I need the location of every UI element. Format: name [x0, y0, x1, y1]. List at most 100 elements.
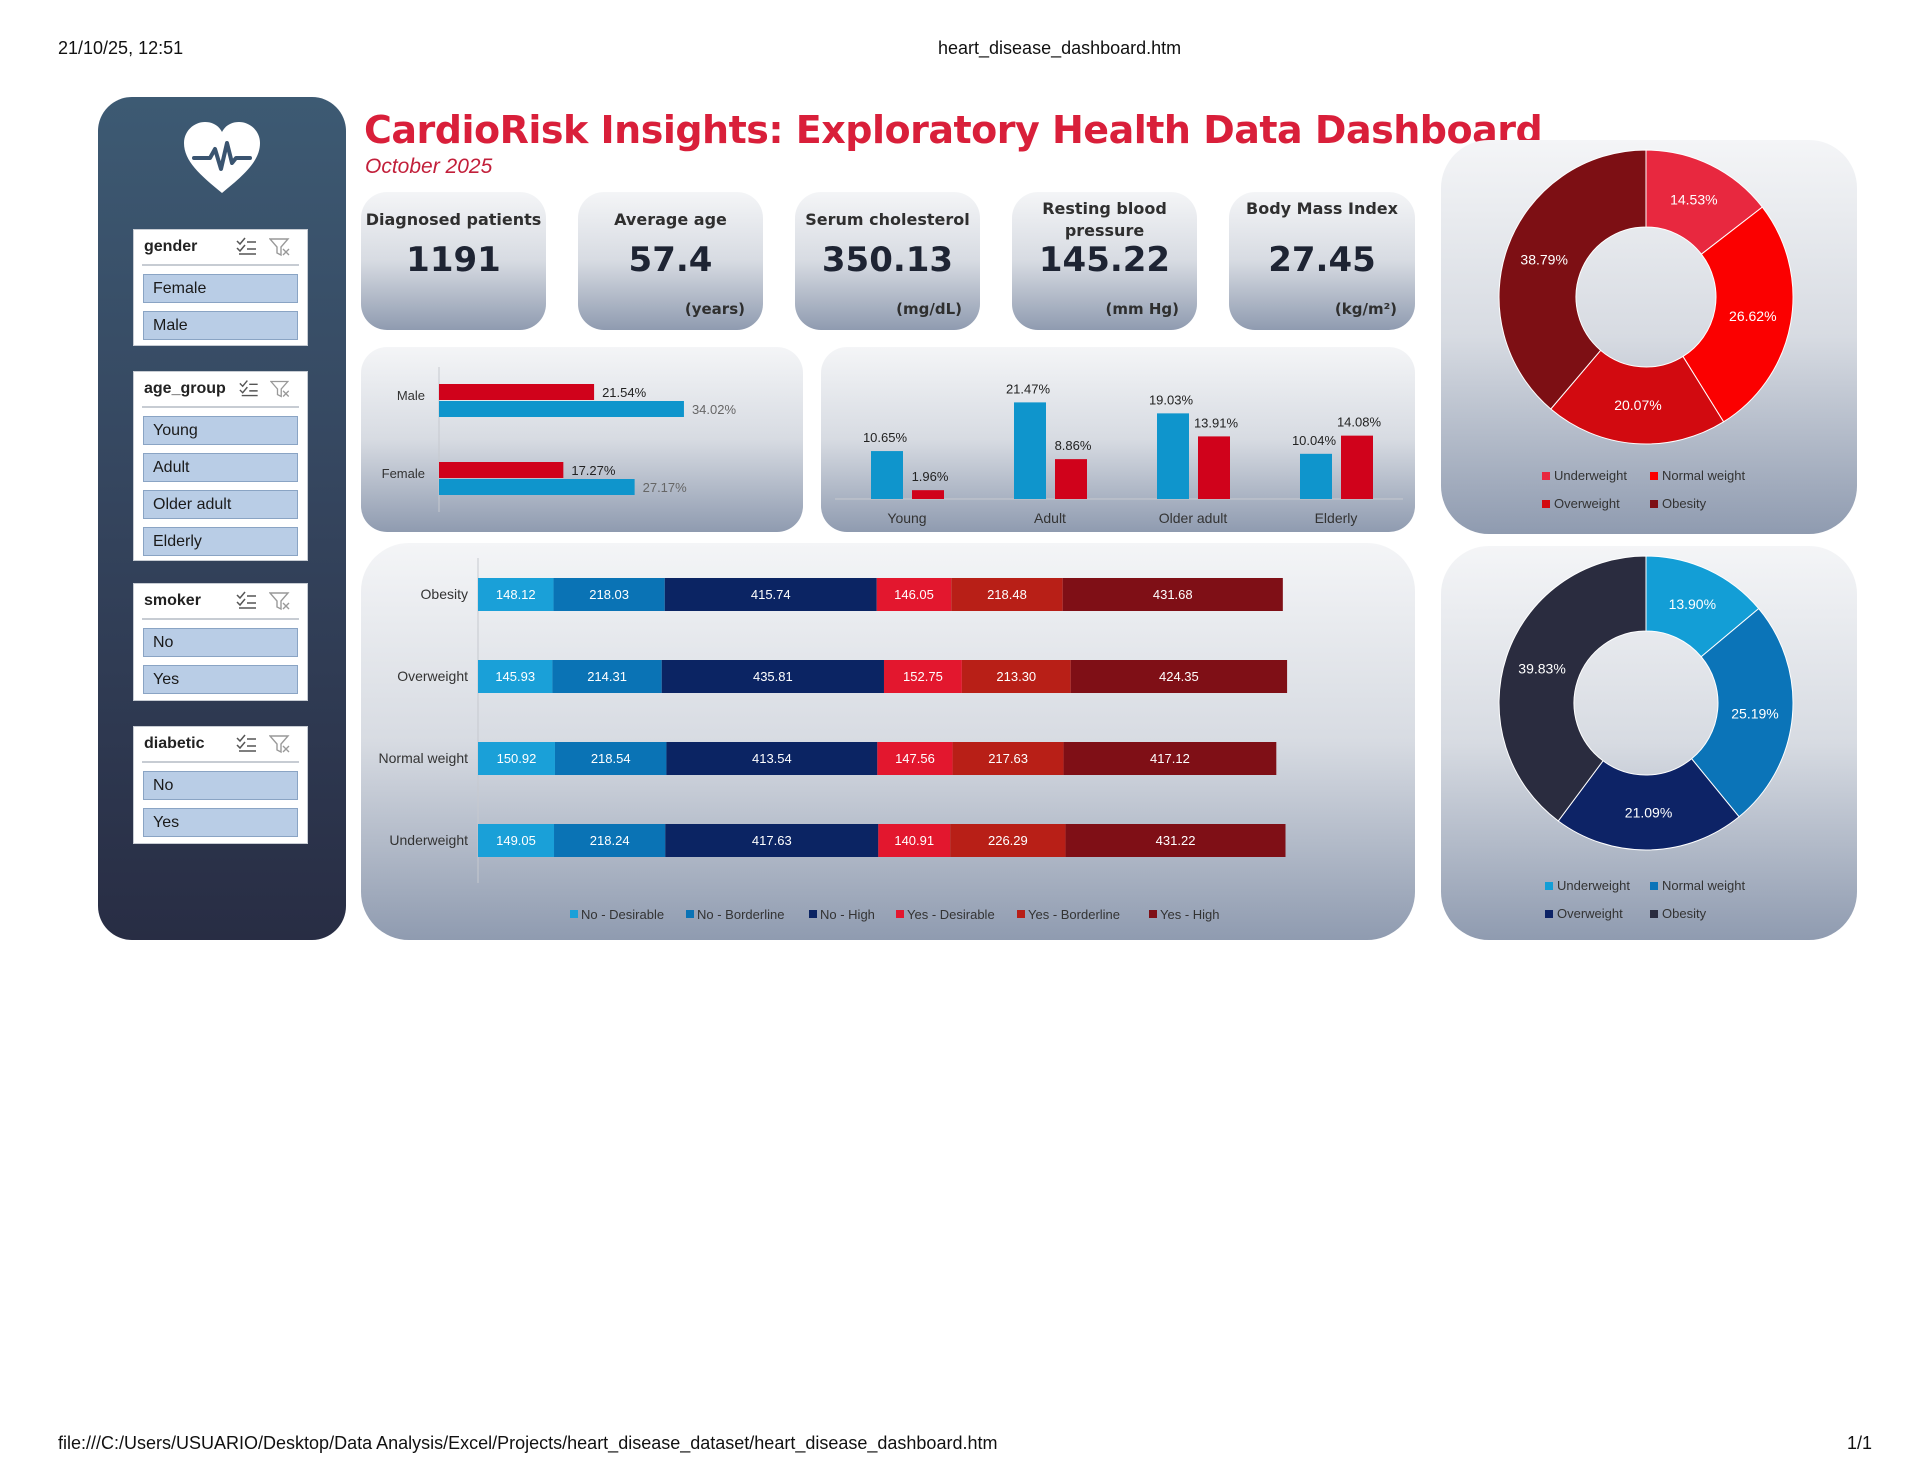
slicer-item-older-adult[interactable]: Older adult: [143, 490, 298, 519]
legend-swatch: [686, 910, 694, 918]
bar-segment: [554, 742, 667, 775]
bmi-donut-red-card: 14.53% 26.62% 20.07% 38.79% Underweight Norma…: [1441, 140, 1857, 534]
bar: [1341, 435, 1373, 499]
bar: [871, 451, 903, 499]
data-label: 10.04%: [1292, 433, 1337, 448]
donut-slice: [1498, 149, 1647, 410]
data-label: 148.12: [496, 587, 536, 602]
legend-label: Overweight: [1554, 496, 1620, 511]
legend-swatch: [1542, 500, 1550, 508]
data-label: 149.05: [496, 833, 536, 848]
print-doc-title: heart_disease_dashboard.htm: [938, 38, 1182, 58]
slicer-item-yes[interactable]: Yes: [143, 665, 298, 694]
legend-label: Normal weight: [1662, 878, 1745, 893]
data-label: 26.62%: [1729, 308, 1776, 324]
legend-label: Overweight: [1557, 906, 1623, 921]
data-label: 152.75: [903, 669, 943, 684]
data-label: 431.68: [1153, 587, 1193, 602]
legend-label: Normal weight: [1662, 468, 1745, 483]
bar: [439, 401, 684, 417]
clear-filter-icon[interactable]: [270, 379, 291, 399]
bar-segment: [1062, 578, 1283, 611]
sidebar: gender Female Male age_group Young Adult…: [98, 97, 346, 940]
data-label: 218.48: [987, 587, 1027, 602]
data-label: 226.29: [988, 833, 1028, 848]
data-label: 17.27%: [571, 463, 616, 478]
multi-select-icon[interactable]: [235, 591, 257, 611]
slicer-age-group: age_group Young Adult Older adult Elderl…: [133, 371, 308, 561]
data-label: 1.96%: [912, 469, 949, 484]
kpi-card-blood-pressure: Resting blood pressure 145.22 (mm Hg): [1012, 192, 1197, 330]
data-label: 415.74: [751, 587, 791, 602]
multi-select-icon[interactable]: [238, 379, 259, 399]
clear-filter-icon[interactable]: [269, 591, 291, 611]
category-label: Underweight: [389, 832, 468, 848]
data-label: 218.24: [590, 833, 630, 848]
donut-slice: [1550, 349, 1725, 445]
legend-label: No - Desirable: [581, 907, 664, 922]
legend-label: No - Borderline: [697, 907, 784, 922]
bar-segment: [661, 660, 884, 693]
legend-label: Yes - Desirable: [907, 907, 995, 922]
legend-swatch: [1149, 910, 1157, 918]
bar-segment: [876, 578, 952, 611]
kpi-value: 350.13: [821, 240, 954, 280]
slicer-item-no[interactable]: No: [143, 771, 298, 800]
legend-swatch: [1650, 500, 1658, 508]
legend-label: Yes - Borderline: [1028, 907, 1120, 922]
bar-segment: [951, 578, 1063, 611]
slicer-item-young[interactable]: Young: [143, 416, 298, 445]
gender-bar-chart: Male 21.54% 34.02% Female 17.27% 27.17%: [382, 367, 736, 512]
slicer-item-yes[interactable]: Yes: [143, 808, 298, 837]
bar-segment: [1065, 824, 1286, 857]
slicer-header: gender: [142, 230, 299, 266]
data-label: 147.56: [895, 751, 935, 766]
category-label: Overweight: [397, 668, 468, 684]
legend-swatch: [1650, 472, 1658, 480]
data-label: 140.91: [894, 833, 934, 848]
category-label: Obesity: [421, 586, 468, 602]
data-label: 213.30: [996, 669, 1036, 684]
slicer-item-female[interactable]: Female: [143, 274, 298, 303]
bar-segment: [478, 578, 554, 611]
slicer-item-no[interactable]: No: [143, 628, 298, 657]
multi-select-icon[interactable]: [235, 237, 257, 257]
heart-pulse-icon: [184, 122, 260, 193]
data-label: 8.86%: [1055, 438, 1092, 453]
slicer-title: smoker: [144, 592, 201, 609]
slicer-diabetic: diabetic No Yes: [133, 726, 308, 844]
clear-filter-icon[interactable]: [269, 734, 291, 754]
clear-filter-icon[interactable]: [269, 237, 291, 257]
legend-swatch: [570, 910, 578, 918]
data-label: 14.08%: [1337, 415, 1382, 430]
data-label: 417.12: [1150, 751, 1190, 766]
multi-select-icon[interactable]: [235, 734, 257, 754]
data-label: 431.22: [1156, 833, 1196, 848]
kpi-label: Resting blood pressure: [1042, 199, 1167, 240]
donut-slice: [1682, 206, 1794, 423]
kpi-label: Diagnosed patients: [365, 210, 542, 229]
slicer-item-adult[interactable]: Adult: [143, 453, 298, 482]
slicer-title: gender: [144, 238, 198, 255]
bar-segment: [554, 824, 666, 857]
slicer-smoker: smoker No Yes: [133, 583, 308, 701]
data-label: 413.54: [752, 751, 792, 766]
data-label: 27.17%: [643, 480, 688, 495]
slicer-item-male[interactable]: Male: [143, 311, 298, 340]
kpi-unit: (kg/m²): [1334, 300, 1397, 318]
bar: [1055, 459, 1087, 499]
slicer-item-elderly[interactable]: Elderly: [143, 527, 298, 556]
category-label: Young: [887, 510, 926, 526]
kpi-card-age: Average age 57.4 (years): [578, 192, 763, 330]
bar-segment: [664, 578, 877, 611]
bar-segment: [478, 660, 553, 693]
category-label: Normal weight: [379, 750, 469, 766]
bar-segment: [878, 824, 951, 857]
bar: [912, 490, 944, 499]
category-label: Adult: [1034, 510, 1066, 526]
legend-label: Obesity: [1662, 906, 1707, 921]
legend-swatch: [809, 910, 817, 918]
legend-swatch: [1545, 882, 1553, 890]
category-label: Elderly: [1315, 510, 1358, 526]
category-label: Female: [382, 466, 425, 481]
